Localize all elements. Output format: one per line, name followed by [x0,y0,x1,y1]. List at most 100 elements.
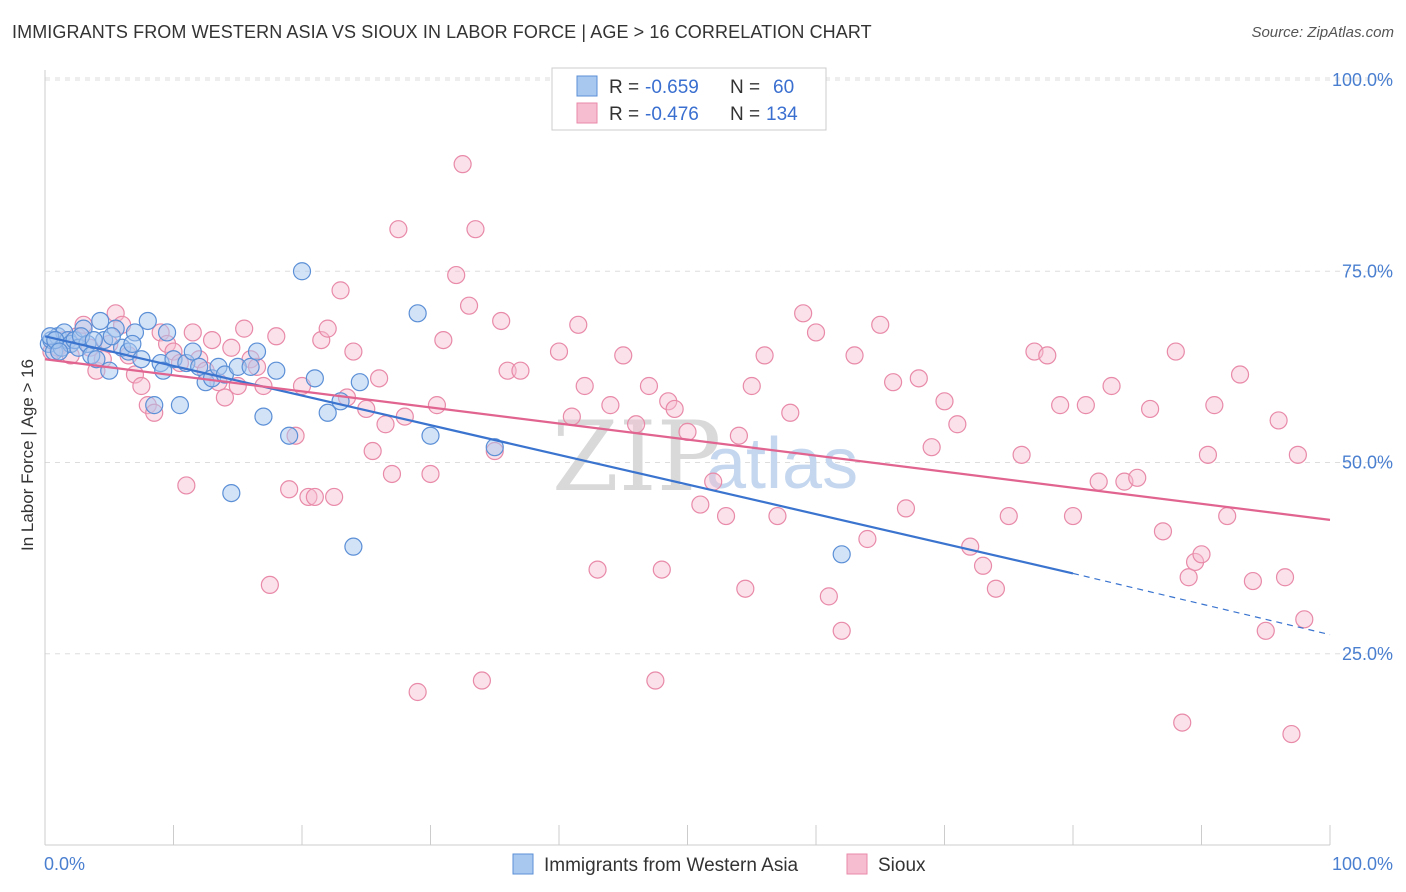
sioux-point [370,369,389,388]
sioux-point [1128,468,1147,487]
y-tick-label: 100.0% [1332,70,1393,90]
legend-r-label-1: R = [609,77,639,98]
sioux-point [408,682,427,702]
legend-swatch-pink [576,102,598,124]
y-tick-labels: 25.0% 50.0% 75.0% 100.0% [1332,70,1393,664]
legend-n-label-1: N = [730,77,760,98]
sioux-point [871,315,890,334]
sioux-point [601,396,620,415]
sioux-point [177,476,196,495]
legend-swatch-blue [576,75,598,97]
sioux-point [768,506,787,526]
y-tick-label: 75.0% [1342,261,1393,281]
sioux-point [235,319,254,338]
sioux-point [1275,568,1295,587]
sioux-point [1173,713,1192,732]
sioux-point [1179,568,1198,587]
sioux-point [986,579,1006,598]
legend-n-value-1: 60 [773,77,794,98]
sioux-point [652,560,671,579]
western-asia-point [247,342,267,361]
sioux-point [935,392,954,411]
sioux-point [1288,445,1307,464]
sioux-point [453,155,472,174]
sioux-point [1198,445,1218,464]
western-asia-point [408,304,427,323]
western-asia-point [123,334,142,354]
sioux-point [1166,342,1185,361]
sioux-point [132,376,151,396]
sioux-point [498,361,517,380]
western-asia-point [267,361,286,380]
chart-title: IMMIGRANTS FROM WESTERN ASIA VS SIOUX IN… [12,22,872,42]
sioux-point [1256,621,1275,640]
sioux-point [704,472,723,491]
sioux-point [716,506,736,526]
source-label: Source: ZipAtlas.com [1251,24,1394,41]
sioux-point [222,338,241,357]
sioux-point [382,464,402,484]
sioux-point [1205,396,1224,415]
sioux-point [736,579,755,598]
sioux-point [819,587,838,606]
sioux-point [909,369,928,388]
sioux-point [344,342,363,361]
sioux-point [472,671,491,690]
series-legend: Immigrants from Western Asia Sioux [512,853,926,876]
western-asia-point [138,311,157,331]
western-asia-trend-extension [1072,572,1331,636]
sioux-point [973,556,993,575]
sioux-point [1089,472,1108,491]
western-asia-point [50,342,69,361]
sioux-point [742,376,761,396]
western-asia-point [254,407,273,426]
watermark: ZIP atlas [552,401,858,513]
sioux-point [961,537,980,556]
sioux-point [215,388,234,407]
western-asia-point [157,323,177,342]
sioux-point [575,376,594,396]
western-asia-point [222,484,241,503]
sioux-point [896,499,916,518]
sioux-point [1012,445,1031,464]
sioux-point [845,346,864,365]
sioux-point [588,560,607,579]
sioux-point [781,403,800,422]
sioux-point [1153,522,1173,541]
sioux-point [1218,506,1237,526]
correlation-legend: R = -0.659 N = 60 R = -0.476 N = 134 [551,67,827,131]
sioux-point [389,220,408,239]
sioux-point [260,575,279,595]
legend-r-value-2: -0.476 [645,104,699,125]
sioux-point [376,415,395,434]
western-asia-point [421,426,440,445]
western-asia-point [91,311,110,331]
sioux-point [1230,365,1250,384]
sioux-point [318,319,337,338]
sioux-point [280,480,299,499]
sioux-point [922,438,941,457]
sioux-point [806,323,826,342]
sioux-point [511,361,530,380]
sioux-point [466,220,485,239]
sioux-point [305,487,324,507]
sioux-point [183,323,202,342]
sioux-point [549,342,569,361]
sioux-point [492,311,511,331]
sioux-point [202,331,222,350]
western-asia-point [102,327,121,346]
y-tick-label: 50.0% [1342,453,1393,473]
western-asia-point [350,373,369,392]
western-asia-point [145,396,164,415]
western-asia-point [170,396,190,415]
western-asia-point [305,369,324,388]
sioux-point [639,376,659,396]
sioux-point [569,315,588,334]
legend-bottom-label-pink: Sioux [878,855,926,876]
sioux-point [665,399,684,419]
x-tick-labels: 0.0% 100.0% [44,854,1393,874]
western-asia-point [183,342,202,361]
sioux-point [832,621,851,640]
sioux-point [447,265,466,285]
